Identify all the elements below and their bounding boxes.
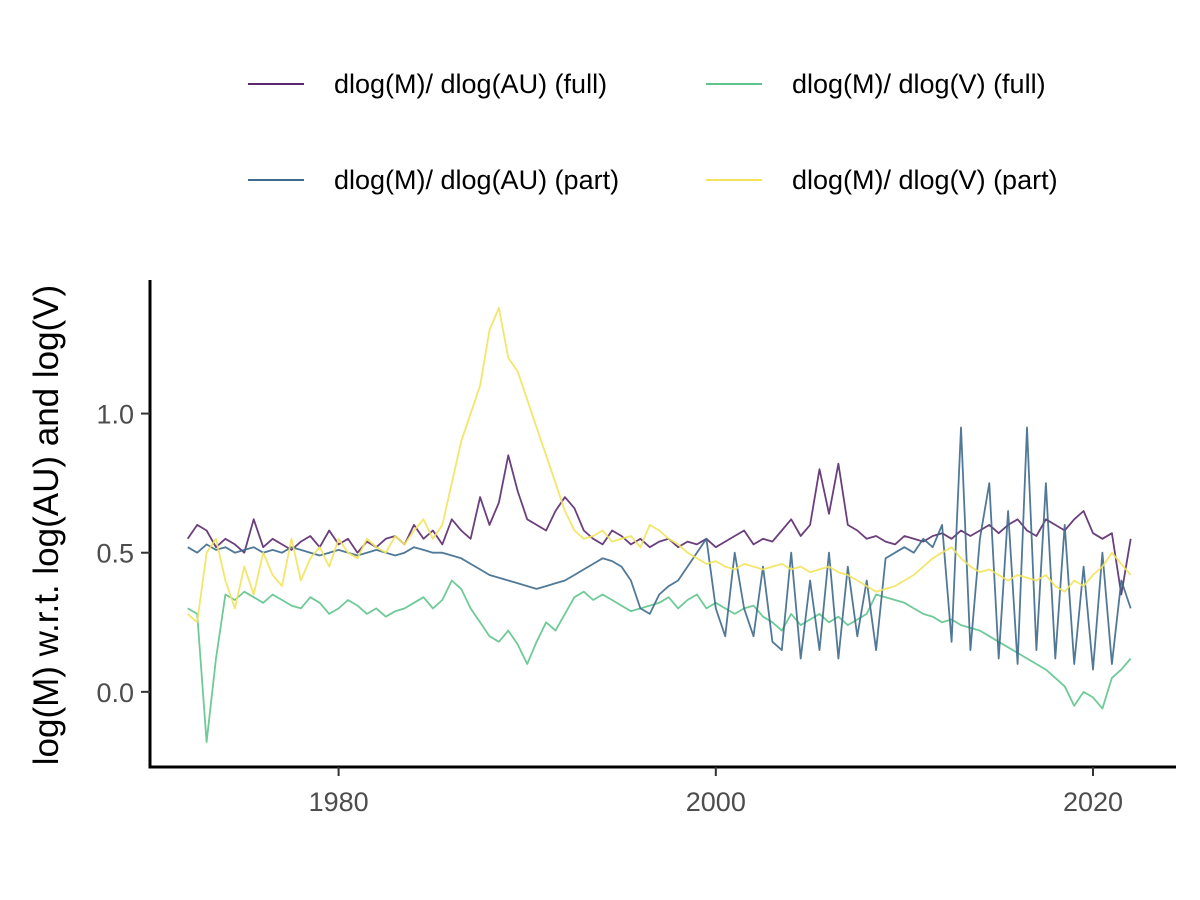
series-line-3 [187, 306, 1132, 624]
legend-key-au-full [248, 83, 304, 85]
series-line-0 [186, 454, 1132, 596]
x-tick-label: 2020 [1063, 787, 1123, 817]
series-line-1 [187, 579, 1132, 743]
series-layer [186, 306, 1132, 743]
legend-label-v-part: dlog(M)/ dlog(V) (part) [792, 165, 1058, 195]
legend-label-v-full: dlog(M)/ dlog(V) (full) [792, 69, 1046, 99]
y-tick-label: 0.5 [96, 539, 134, 569]
x-tick-label: 2000 [686, 787, 746, 817]
y-axis-title: log(M) w.r.t. log(AU) and log(V) [27, 285, 66, 765]
series-line-2 [187, 426, 1132, 671]
tick-layer: 0.0 0.5 1.0 1980 2000 2020 [96, 400, 1123, 817]
y-tick-label: 0.0 [96, 678, 134, 708]
legend-key-au-part [248, 179, 304, 181]
y-tick-label: 1.0 [96, 400, 134, 430]
legend-key-v-part [706, 179, 762, 181]
legend-label-au-full: dlog(M)/ dlog(AU) (full) [334, 69, 608, 99]
legend-key-v-full [706, 83, 762, 85]
x-tick-label: 1980 [309, 787, 369, 817]
legend-label-au-part: dlog(M)/ dlog(AU) (part) [334, 165, 620, 195]
